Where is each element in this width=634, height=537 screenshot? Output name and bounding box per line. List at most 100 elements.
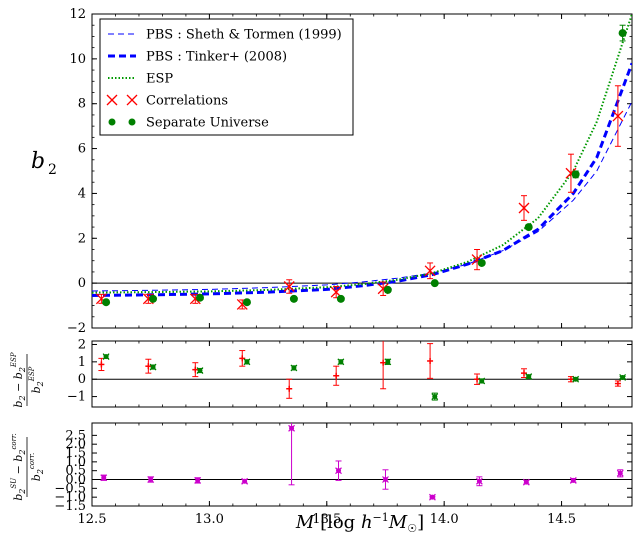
- svg-text:b2corr.: b2corr.: [28, 453, 45, 481]
- diff-point: [289, 425, 295, 431]
- ratio-corr-panel: −1.5−1.0−0.50.00.51.01.52.02.5 12.5 13.0 13…: [54, 422, 633, 527]
- svg-text:2: 2: [48, 162, 57, 178]
- svg-text:b2 − b2ESP: b2 − b2ESP: [10, 352, 27, 407]
- series-line-pbs-tinker-: [92, 62, 632, 297]
- su-point: [336, 294, 345, 303]
- legend-swatch-corr: [106, 94, 118, 106]
- bottom-ytick-label: 2.0: [65, 437, 86, 452]
- xtick-label: 12.5: [78, 512, 107, 527]
- middle-ytick-label: 0: [78, 372, 86, 387]
- middle-ytick-label: −1: [67, 390, 86, 405]
- bottom-ytick-label: −1.0: [54, 490, 86, 505]
- su-point: [102, 298, 111, 307]
- su-point: [618, 29, 627, 38]
- xtick-label: 13.5: [312, 512, 341, 527]
- bottom-ytick-label: 0.5: [65, 464, 86, 479]
- bottom-frame: [91, 422, 633, 507]
- xtick-label: 14.5: [547, 512, 576, 527]
- su-point: [432, 394, 438, 400]
- middle-ytick-label: 2: [78, 337, 86, 352]
- legend-label: PBS : Sheth & Tormen (1999): [146, 28, 342, 43]
- correlation-point: [565, 167, 577, 179]
- bottom-ytick-label: −1.5: [54, 499, 86, 514]
- main-ytick-label: 8: [78, 97, 86, 112]
- main-ytick-label: 2: [78, 231, 86, 246]
- middle-y-axis-label: b2 − b2ESP b2ESP: [10, 352, 45, 407]
- su-point: [149, 294, 158, 303]
- su-point: [291, 365, 297, 371]
- diff-point: [429, 494, 435, 500]
- main-y-axis-label: b 2: [31, 149, 57, 178]
- su-point: [197, 368, 203, 374]
- bottom-ytick-label: −0.5: [54, 481, 86, 496]
- correlation-point: [471, 254, 483, 266]
- su-point: [573, 376, 579, 382]
- diff-point: [242, 478, 248, 484]
- su-point: [289, 294, 298, 303]
- su-point: [430, 279, 439, 288]
- bottom-ytick-label: 1.0: [65, 455, 86, 470]
- svg-text:M [log h−1M☉]: M [log h−1M☉]: [295, 511, 424, 535]
- legend-swatch-su: [128, 118, 136, 126]
- su-point: [383, 285, 392, 294]
- su-point: [479, 378, 485, 384]
- middle-ytick-label: 1: [78, 355, 86, 370]
- su-point: [571, 170, 580, 179]
- diff-point: [148, 477, 154, 483]
- su-point: [338, 359, 344, 365]
- correlation-point: [612, 110, 624, 122]
- ratio-esp-panel: −1 0 1 2: [67, 337, 633, 408]
- diff-point: [476, 478, 482, 484]
- main-ytick-label: −2: [67, 321, 86, 336]
- correlation-point: [518, 202, 530, 214]
- series-line-esp: [92, 14, 632, 294]
- x-axis-label: M [log h−1M☉]: [295, 511, 424, 535]
- correlation-point: [95, 293, 107, 305]
- correlation-point: [283, 281, 295, 292]
- main-ytick-label: 10: [69, 52, 86, 67]
- correlation-point: [377, 283, 389, 295]
- legend-swatch-corr: [126, 94, 138, 106]
- su-point: [524, 223, 533, 232]
- su-point: [196, 293, 204, 302]
- bottom-ytick-label: 0.0: [65, 473, 86, 488]
- bottom-plot-area: [100, 423, 624, 501]
- main-ytick-label: 0: [78, 276, 86, 291]
- main-ytick-label: 6: [78, 142, 86, 157]
- middle-plot-area: [98, 341, 627, 401]
- bottom-ytick-label: 1.5: [65, 446, 86, 461]
- main-ytick-label: 12: [69, 7, 86, 22]
- xtick-label: 14.0: [430, 512, 459, 527]
- correlation-point: [424, 265, 436, 277]
- su-point: [526, 374, 532, 380]
- su-point: [385, 359, 391, 365]
- diff-point: [195, 477, 201, 483]
- series-line-pbs-sheth-tormen-: [92, 101, 632, 292]
- su-point: [103, 354, 109, 360]
- su-point: [242, 298, 251, 307]
- su-point: [477, 258, 486, 267]
- diff-point: [570, 477, 576, 483]
- svg-text:b: b: [31, 149, 45, 174]
- legend-label: PBS : Tinker+ (2008): [146, 50, 287, 65]
- main-plot-area: [92, 14, 632, 310]
- legend-swatch-su: [108, 118, 116, 126]
- diff-point: [101, 475, 107, 481]
- xtick-label: 13.0: [195, 512, 224, 527]
- bottom-ytick-label: 2.5: [65, 428, 86, 443]
- bottom-y-axis-label: b2SU − b2corr. b2corr.: [10, 433, 45, 501]
- su-point: [620, 374, 626, 380]
- legend-label: Correlations: [146, 94, 228, 109]
- diff-point: [336, 468, 342, 474]
- legend-label: ESP: [146, 72, 173, 87]
- diff-point: [617, 470, 623, 476]
- middle-frame: [91, 340, 633, 408]
- legend: PBS : Sheth & Tormen (1999) PBS : Tinker+…: [99, 18, 354, 136]
- diff-point: [382, 477, 388, 483]
- legend-box: [99, 18, 354, 136]
- svg-text:b2ESP: b2ESP: [28, 366, 45, 393]
- legend-label: Separate Universe: [146, 116, 269, 131]
- su-point: [244, 359, 250, 365]
